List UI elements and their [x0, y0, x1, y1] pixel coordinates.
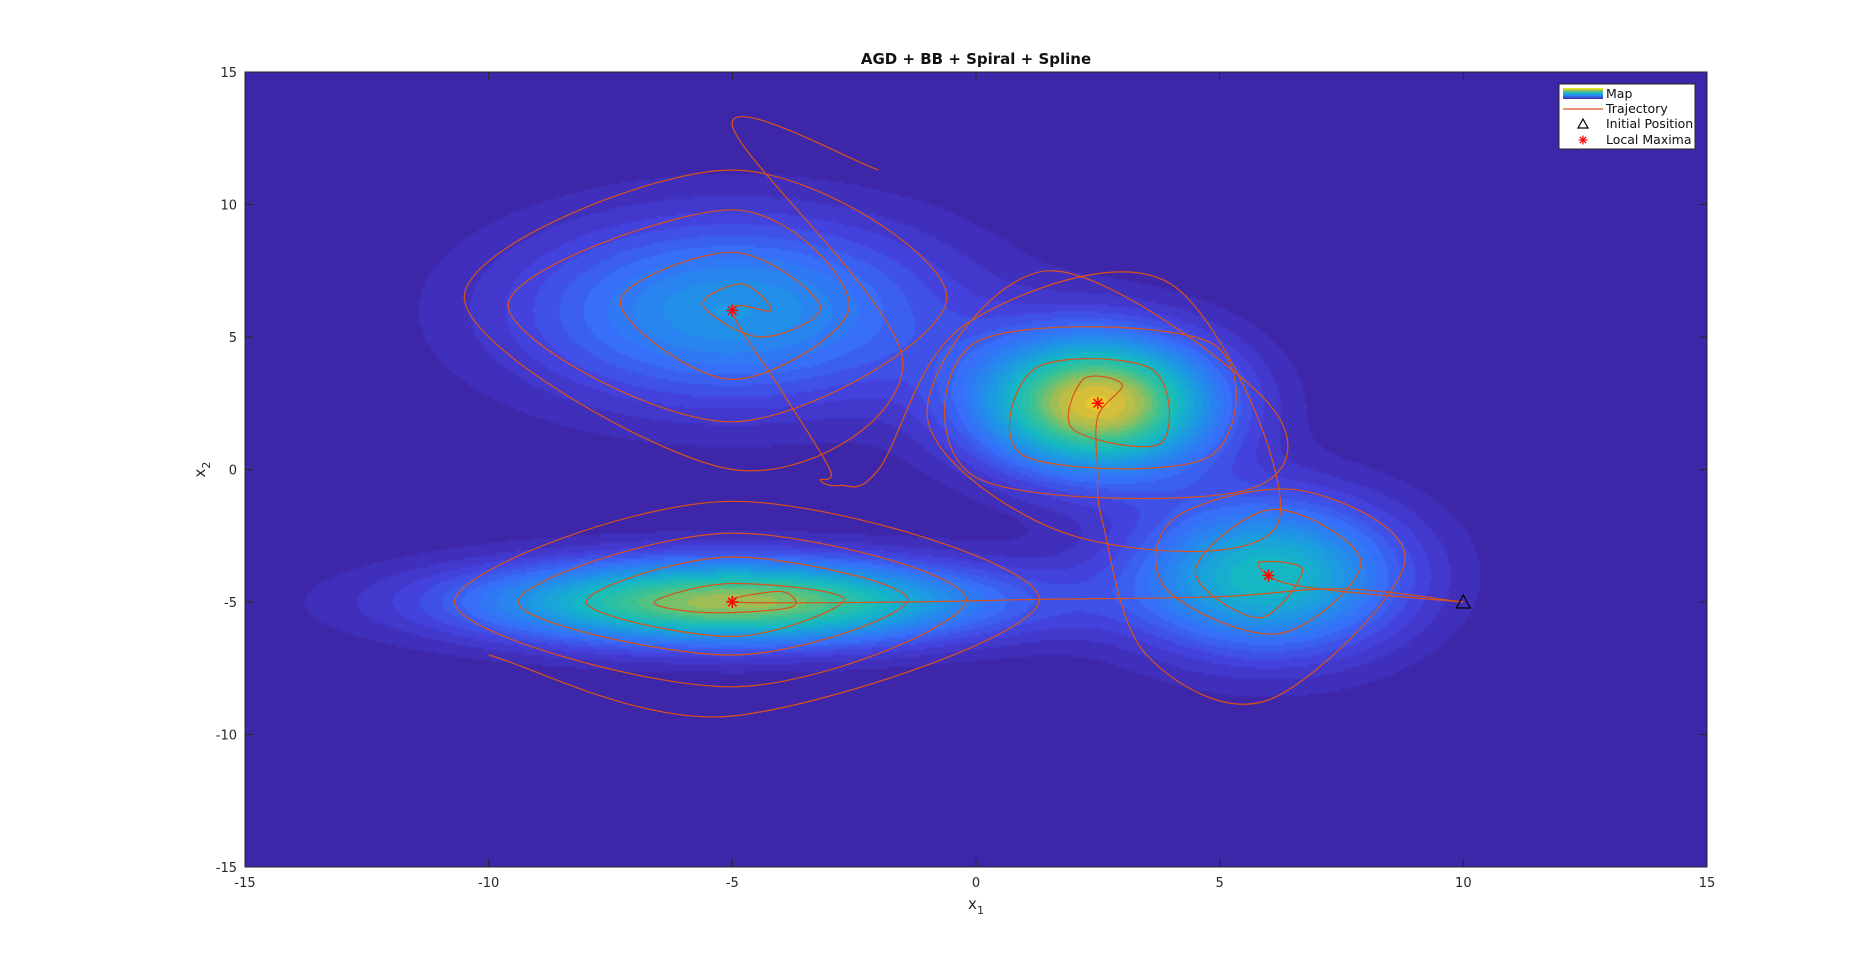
trajectory-line [463, 115, 1464, 705]
y-tick-label: 10 [220, 199, 237, 214]
trajectory-line [453, 500, 1464, 718]
plot-area [244, 71, 1708, 868]
y-tick-label: -15 [216, 861, 237, 876]
y-axis-label: x2 [191, 462, 213, 478]
y-tick-label: -10 [216, 729, 237, 744]
legend: Map Trajectory Initial Position Local Ma… [1558, 83, 1696, 150]
chart-title: AGD + BB + Spiral + Spline [861, 50, 1091, 68]
local-maximum-marker [1262, 569, 1275, 582]
local-maximum-marker [1091, 397, 1104, 410]
legend-map-swatch [1563, 88, 1603, 99]
local-maximum-marker [726, 304, 739, 317]
x-axis-label: x1 [968, 895, 984, 917]
x-tick-label: -5 [726, 876, 739, 891]
legend-label-initial-position: Initial Position [1606, 116, 1693, 131]
trajectory-layer [453, 115, 1464, 718]
y-tick-label: 15 [220, 66, 237, 81]
legend-label-trajectory: Trajectory [1605, 101, 1668, 116]
x-tick-label: -10 [478, 876, 499, 891]
x-tick-label: -15 [234, 876, 255, 891]
y-tick-label: 0 [229, 464, 237, 479]
y-axis: -15 -10 -5 0 5 10 15 [216, 66, 1707, 876]
y-axis-label-main: x [191, 468, 209, 477]
density-heatmap [245, 72, 1707, 867]
x-axis-label-subscript: 1 [977, 904, 984, 917]
legend-label-map: Map [1606, 86, 1632, 101]
legend-triangle-icon [1576, 117, 1590, 129]
markers-layer [726, 304, 1472, 609]
legend-label-local-maxima: Local Maxima [1606, 132, 1692, 147]
x-axis-label-main: x [968, 895, 977, 913]
x-tick-label: 10 [1455, 876, 1472, 891]
y-axis-label-subscript: 2 [200, 462, 213, 469]
y-tick-label: 5 [229, 331, 237, 346]
local-maximum-marker [726, 596, 739, 608]
y-tick-label: -5 [224, 596, 237, 611]
initial-position-marker [1455, 593, 1472, 609]
x-tick-label: 15 [1699, 876, 1716, 891]
x-tick-label: 5 [1216, 876, 1224, 891]
x-axis: -15 -10 -5 0 5 10 15 [234, 72, 1715, 891]
legend-asterisk-icon [1578, 135, 1588, 145]
x-tick-label: 0 [972, 876, 980, 891]
